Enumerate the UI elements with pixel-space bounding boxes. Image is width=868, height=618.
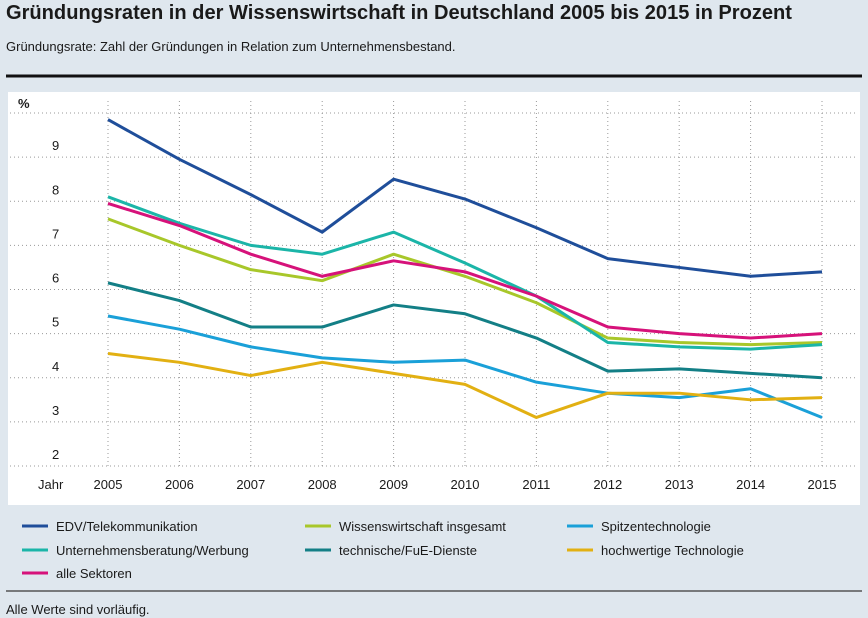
- y-tick-label: 2: [52, 447, 59, 462]
- series-line: [107, 351, 823, 419]
- series-line: [107, 195, 823, 351]
- x-tick-label: 2011: [522, 477, 550, 492]
- x-tick-label: 2010: [451, 477, 480, 492]
- x-tick-label: 2015: [808, 477, 837, 492]
- y-tick-label: 8: [52, 182, 59, 197]
- chart-subtitle: Gründungsrate: Zahl der Gründungen in Re…: [6, 39, 456, 54]
- plot-panel: [8, 92, 860, 505]
- y-tick-label: 4: [52, 359, 59, 374]
- x-tick-label: 2008: [308, 477, 337, 492]
- y-tick-label: 3: [52, 403, 59, 418]
- x-axis-label: Jahr: [38, 477, 64, 492]
- x-tick-label: 2007: [236, 477, 265, 492]
- y-axis-label: %: [18, 96, 30, 111]
- y-tick-label: 6: [52, 271, 59, 286]
- x-tick-label: 2013: [665, 477, 694, 492]
- series-line: [107, 217, 823, 347]
- legend-label: alle Sektoren: [56, 566, 132, 581]
- y-tick-label: 7: [52, 226, 59, 241]
- series-line: [107, 118, 823, 278]
- series-line: [107, 202, 823, 340]
- legend-label: Wissenswirtschaft insgesamt: [339, 519, 506, 534]
- chart-title: Gründungsraten in der Wissenswirtschaft …: [6, 2, 792, 24]
- x-tick-label: 2009: [379, 477, 408, 492]
- series-line: [107, 281, 823, 380]
- legend-label: Unternehmensberatung/Werbung: [56, 543, 249, 558]
- x-tick-label: 2005: [94, 477, 123, 492]
- y-tick-label: 9: [52, 138, 59, 153]
- y-tick-label: 5: [52, 315, 59, 330]
- x-tick-label: 2014: [736, 477, 765, 492]
- legend-label: EDV/Telekommunikation: [56, 519, 198, 534]
- footnote: Alle Werte sind vorläufig.: [6, 602, 150, 617]
- legend-label: hochwertige Technologie: [601, 543, 744, 558]
- x-tick-label: 2012: [593, 477, 622, 492]
- x-tick-label: 2006: [165, 477, 194, 492]
- legend-label: technische/FuE-Dienste: [339, 543, 477, 558]
- legend-label: Spitzentechnologie: [601, 519, 711, 534]
